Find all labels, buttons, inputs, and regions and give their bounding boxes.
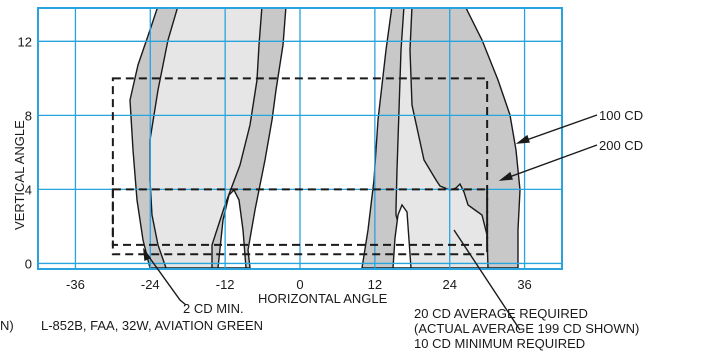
x-tick-label: -36: [66, 277, 85, 292]
y-tick-label: 0: [25, 256, 32, 271]
callout-20cd-line2: (ACTUAL AVERAGE 199 CD SHOWN): [414, 321, 639, 336]
x-tick-label: 12: [368, 277, 382, 292]
y-axis-label: VERTICAL ANGLE: [12, 120, 27, 230]
callout-2cd-min: 2 CD MIN.: [183, 301, 244, 316]
requirement-box: [111, 77, 489, 246]
leader-200cd-arrow: [498, 171, 513, 181]
x-axis-label: HORIZONTAL ANGLE: [258, 291, 388, 306]
contour-200cd-right: [395, 8, 489, 269]
leader-2cd-arrow: [143, 247, 152, 261]
callout-100cd: 100 CD: [599, 108, 643, 123]
y-tick-label: 4: [25, 182, 32, 197]
y-tick-label: 12: [18, 34, 32, 49]
callout-20cd-line3: 10 CD MINIMUM REQUIRED: [414, 336, 585, 351]
x-tick-label: -24: [141, 277, 160, 292]
requirement-boxes: [111, 77, 489, 256]
leader-20cd-average: [453, 229, 521, 331]
y-tick-label: 8: [25, 108, 32, 123]
y-tick-labels: 0 4 8 12: [18, 34, 32, 271]
callout-200cd: 200 CD: [599, 138, 643, 153]
x-tick-label: 0: [296, 277, 303, 292]
leader-200cd: [500, 144, 598, 181]
callout-leaders: [143, 114, 598, 331]
callout-20cd-line1: 20 CD AVERAGE REQUIRED: [414, 306, 588, 321]
caption: L-852B, FAA, 32W, AVIATION GREEN: [41, 318, 263, 333]
plot-frame: [37, 7, 563, 270]
leader-100cd: [517, 114, 598, 144]
x-tick-labels: -36 -24 -12 0 12 24 36: [66, 277, 532, 292]
contour-regions: [129, 8, 521, 269]
x-tick-label: -12: [216, 277, 235, 292]
leader-2cd-min: [143, 249, 187, 306]
left-fragment: N): [0, 318, 14, 333]
x-tick-label: 24: [442, 277, 456, 292]
x-tick-label: 36: [517, 277, 531, 292]
leader-100cd-arrow: [515, 134, 530, 144]
